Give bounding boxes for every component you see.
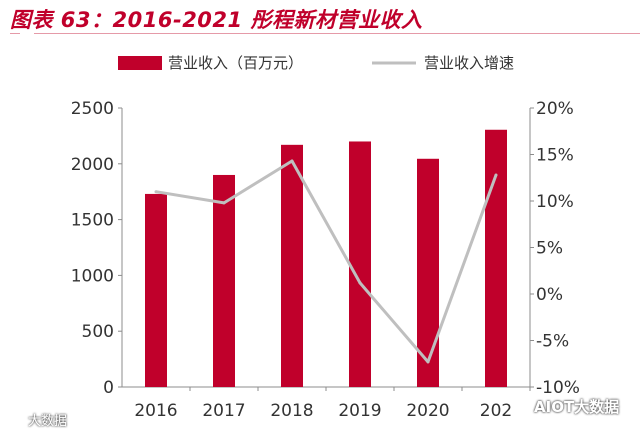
y-right-tick-label: 20% bbox=[536, 99, 574, 119]
revenue-bar bbox=[145, 193, 167, 387]
x-tick-label: 2019 bbox=[338, 401, 381, 421]
axes: 0 500 1000 1500 2000 2500 -10% -5% 0% 5% 10% 15% 20%… bbox=[71, 99, 580, 421]
y-right-tick-label: 15% bbox=[536, 146, 574, 166]
x-tick-label: 2017 bbox=[202, 401, 245, 421]
x-tick-label: 202 bbox=[480, 401, 512, 421]
x-tick-label: 2020 bbox=[406, 401, 449, 421]
legend-bar-label: 营业收入（百万元） bbox=[168, 54, 303, 72]
y-right-tick-label: -5% bbox=[536, 332, 569, 352]
growth-point bbox=[154, 190, 158, 194]
growth-point bbox=[426, 360, 430, 364]
revenue-bar bbox=[349, 141, 371, 387]
y-left-tick-label: 2500 bbox=[71, 99, 114, 119]
legend-bar-swatch bbox=[118, 56, 162, 70]
y-left-tick-label: 0 bbox=[103, 378, 114, 398]
watermark-right: AIOT大数据 bbox=[534, 398, 620, 416]
y-right-tick-label: 0% bbox=[536, 285, 563, 305]
x-tick-label: 2016 bbox=[134, 401, 177, 421]
growth-point bbox=[358, 281, 362, 285]
y-left-tick-label: 500 bbox=[82, 322, 114, 342]
y-right-tick-label: 5% bbox=[536, 239, 563, 259]
growth-point bbox=[494, 173, 498, 177]
revenue-bar bbox=[485, 129, 507, 387]
bars bbox=[145, 129, 507, 387]
growth-point bbox=[222, 201, 226, 205]
y-right-tick-label: 10% bbox=[536, 192, 574, 212]
x-tick-label: 2018 bbox=[270, 401, 313, 421]
growth-line bbox=[155, 159, 498, 364]
y-left-tick-label: 1000 bbox=[71, 266, 114, 286]
revenue-bar bbox=[417, 158, 439, 387]
y-left-tick-label: 1500 bbox=[71, 211, 114, 231]
watermark-left: 大数据 bbox=[28, 414, 68, 429]
chart-title: 图表 63：2016-2021 彤程新材营业收入 bbox=[10, 8, 423, 32]
growth-line-layer bbox=[154, 159, 498, 364]
y-left-tick-label: 2000 bbox=[71, 155, 114, 175]
title-rule-left bbox=[10, 33, 20, 34]
growth-point bbox=[290, 159, 294, 163]
legend: 营业收入（百万元） 营业收入增速 bbox=[118, 54, 514, 72]
revenue-bar bbox=[213, 174, 235, 387]
title-rule bbox=[34, 33, 640, 34]
revenue-bar bbox=[281, 144, 303, 387]
y-right-tick-label: -10% bbox=[536, 378, 580, 398]
legend-line-label: 营业收入增速 bbox=[424, 54, 514, 72]
